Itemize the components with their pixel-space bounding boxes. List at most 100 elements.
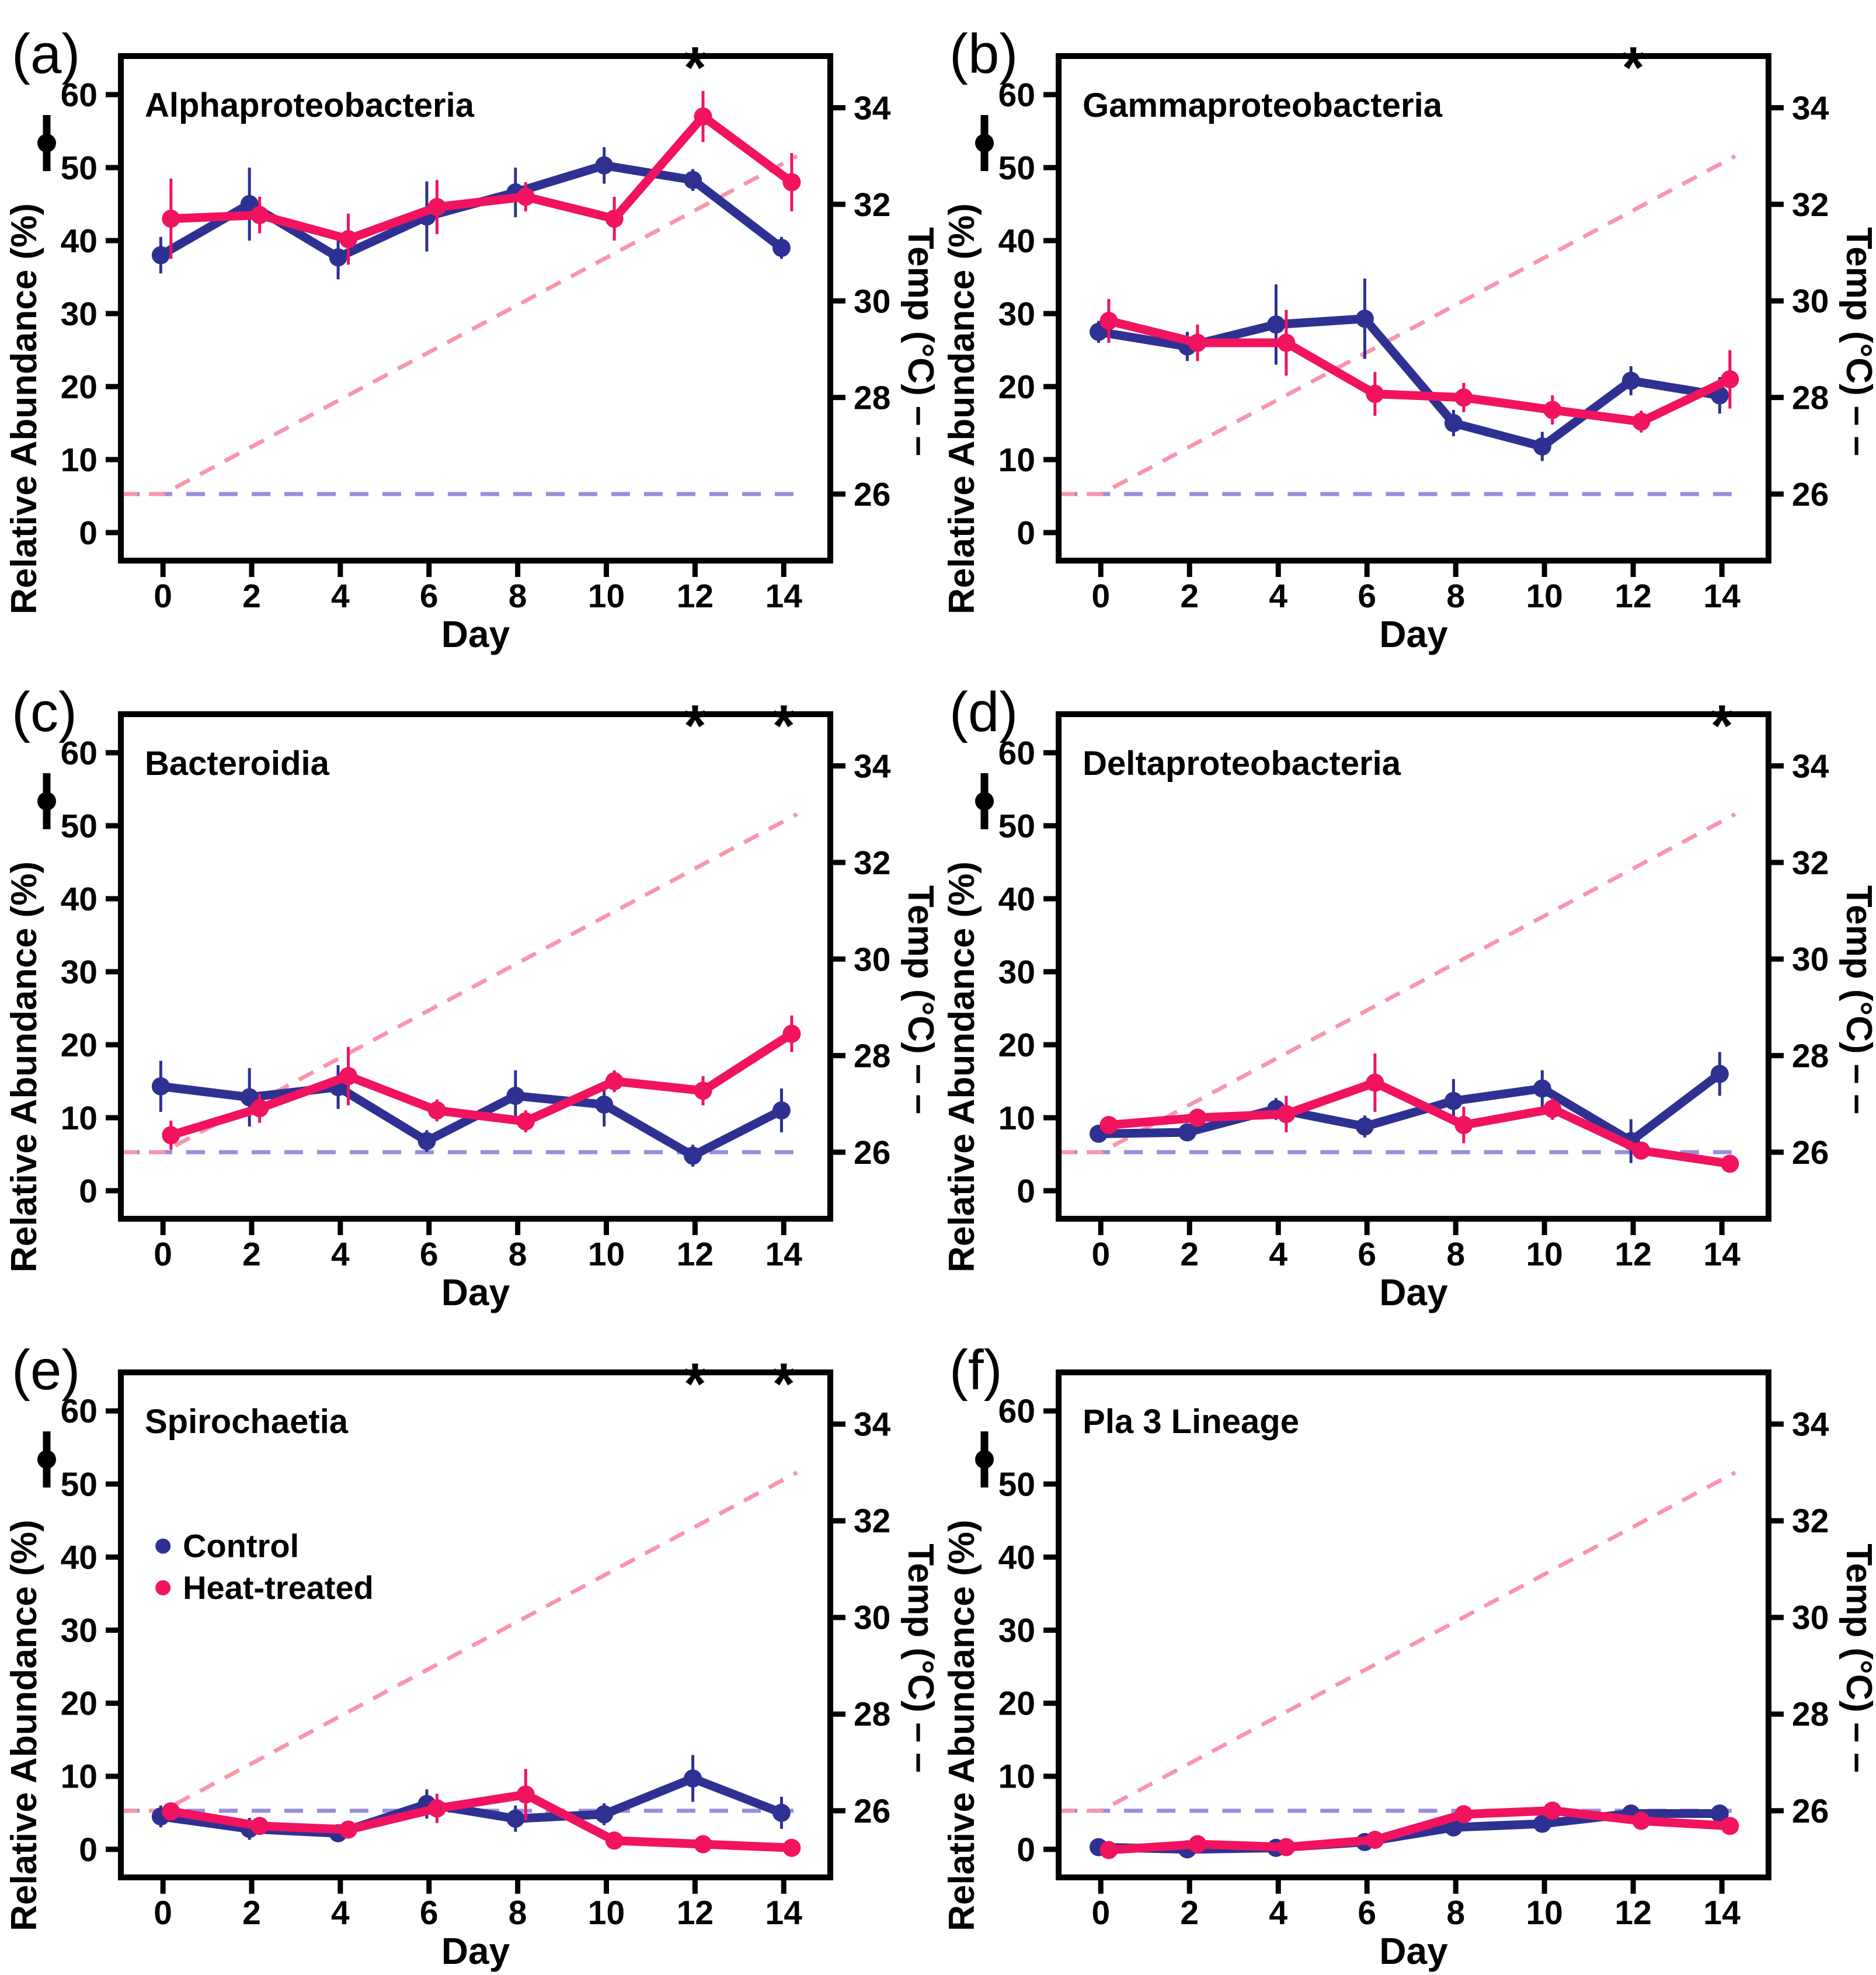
x-tick-label: 6	[420, 1236, 438, 1273]
x-tick-label: 14	[1703, 578, 1741, 615]
y2-tick-label: 34	[854, 748, 891, 785]
x-tick-label: 2	[1180, 1236, 1199, 1273]
y2-tick-label: 26	[1792, 1134, 1829, 1171]
x-tick-label: 12	[677, 1894, 713, 1932]
y-tick-label: 40	[998, 1539, 1035, 1576]
panel-title: Alphaproteobacteria	[145, 86, 475, 124]
x-tick-label: 4	[1269, 578, 1287, 615]
panel-title: Bacteroidia	[145, 745, 330, 783]
control-data-point	[151, 246, 170, 265]
y2-tick-label: 34	[854, 1406, 891, 1444]
heat-treated-data-point	[427, 198, 446, 216]
y2-tick-label: 30	[854, 941, 890, 978]
heat-treated-data-point	[1366, 1831, 1384, 1849]
heat-treated-data-point	[162, 210, 180, 228]
heat-treated-data-point	[1721, 370, 1739, 388]
x-tick-label: 10	[1526, 1894, 1562, 1932]
y2-tick-label: 28	[854, 380, 890, 417]
heat-treated-data-point	[250, 206, 269, 224]
x-tick-label: 6	[1358, 1894, 1376, 1932]
chart-c: 0 2 4 6 8 10 12 14 0 10 20 30 40 50 60 26 28 30 32 34 Day Rel…	[4, 681, 938, 1313]
x-tick-label: 4	[331, 578, 350, 615]
y2-tick-label: 32	[1792, 1503, 1829, 1540]
heat-treated-data-point	[1632, 412, 1651, 431]
y-tick-label: 20	[998, 368, 1035, 406]
heat-treated-data-point	[1454, 388, 1473, 407]
control-data-point	[1710, 1065, 1729, 1083]
control-data-point	[1444, 1091, 1463, 1110]
y2-tick-label: 30	[1792, 283, 1829, 320]
panel-letter: (c)	[12, 681, 77, 743]
y-axis-title: Relative Abundance (%)	[4, 1520, 44, 1931]
heat-treated-data-point	[516, 1112, 535, 1131]
errorbar-key-dot	[37, 792, 56, 811]
heat-treated-data-point	[162, 1126, 180, 1145]
x-tick-label: 10	[1526, 578, 1562, 615]
x-tick-label: 12	[1614, 578, 1651, 615]
control-data-point	[1533, 437, 1551, 455]
errorbar-key-dot	[975, 792, 994, 811]
heat-treated-series-line	[1104, 1806, 1735, 1855]
y2-tick-label: 26	[1792, 476, 1829, 513]
chart-e: 0 2 4 6 8 10 12 14 0 10 20 30 40 50 60 26 28 30 32 34 Day Rel…	[4, 1339, 938, 1972]
y2-tick-label: 28	[854, 1038, 890, 1075]
x-tick-label: 6	[420, 578, 438, 615]
control-data-point	[1710, 1804, 1729, 1823]
significance-asterisk: *	[772, 693, 795, 759]
errorbar-key-dot	[37, 134, 56, 152]
y2-tick-label: 26	[1792, 1793, 1829, 1830]
panel-letter: (f)	[949, 1339, 1003, 1402]
x-tick-label: 8	[1446, 1236, 1465, 1273]
y2-axis-title: Temp (°C) – –	[900, 885, 938, 1114]
y-tick-label: 50	[61, 1466, 98, 1503]
y2-tick-label: 34	[854, 90, 891, 127]
point-with-error-bar-icon	[37, 773, 56, 829]
control-data-point	[506, 1087, 525, 1105]
y-tick-label: 60	[61, 735, 98, 772]
plot-border	[1056, 711, 1771, 1222]
y-axis-title: Relative Abundance (%)	[4, 861, 44, 1272]
y-tick-label: 30	[998, 295, 1035, 333]
x-tick-label: 0	[1091, 1236, 1110, 1273]
y-tick-label: 50	[998, 149, 1035, 187]
heat-treated-data-point	[427, 1799, 446, 1818]
heat-treated-data-point	[1454, 1805, 1473, 1824]
panel-title: Spirochaetia	[145, 1403, 349, 1441]
y2-tick-label: 32	[854, 844, 890, 882]
y-tick-label: 50	[61, 808, 98, 845]
y2-tick-label: 28	[1792, 380, 1829, 417]
y-tick-label: 0	[1017, 514, 1035, 552]
y2-tick-label: 34	[1792, 90, 1829, 127]
heat-treated-data-point	[1277, 333, 1296, 352]
y2-tick-label: 34	[1792, 1406, 1829, 1444]
x-tick-label: 14	[765, 578, 803, 615]
heat-treated-data-point	[1188, 1835, 1207, 1854]
x-tick-label: 4	[1269, 1894, 1287, 1932]
x-tick-label: 2	[242, 1236, 261, 1273]
heat-treated-data-point	[694, 1835, 712, 1854]
panel-d: 0 2 4 6 8 10 12 14 0 10 20 30 40 50 60 26 28 30 32 34 Day Rel…	[938, 658, 1876, 1316]
temp-ramp-line	[121, 1470, 798, 1813]
x-tick-label: 12	[1614, 1894, 1651, 1932]
y-axis-title: Relative Abundance (%)	[942, 861, 982, 1272]
y-tick-label: 50	[998, 1466, 1035, 1503]
point-with-error-bar-icon	[975, 115, 994, 171]
x-axis-title: Day	[441, 613, 510, 655]
y2-axis-title: Temp (°C) – –	[1839, 227, 1876, 456]
significance-asterisk: *	[1711, 693, 1734, 759]
heat-treated-data-point	[250, 1817, 269, 1835]
y2-tick-label: 28	[1792, 1038, 1829, 1075]
heat-treated-data-point	[516, 1785, 535, 1804]
heat-treated-data-point	[162, 1802, 180, 1821]
y2-tick-label: 34	[1792, 748, 1829, 785]
x-axis-title: Day	[1379, 613, 1448, 655]
plot-border	[1056, 53, 1771, 564]
x-axis-title: Day	[441, 1271, 510, 1313]
errorbar-key-dot	[975, 134, 994, 152]
panel-letter: (b)	[949, 23, 1018, 85]
panel-letter: (d)	[949, 681, 1018, 743]
control-data-point	[1621, 371, 1640, 390]
control-data-point	[684, 1769, 702, 1788]
y-tick-label: 10	[998, 441, 1035, 479]
